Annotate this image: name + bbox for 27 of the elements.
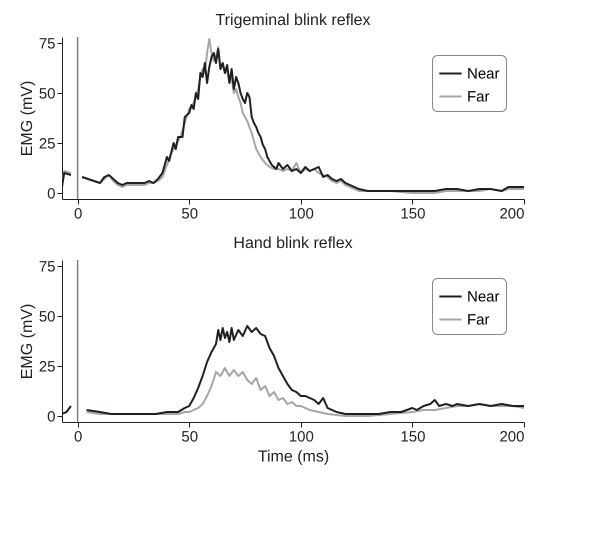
x-axis-title: Time (ms) xyxy=(258,448,330,466)
y-axis-title: EMG (mV) xyxy=(18,304,36,380)
y-axis-title: EMG (mV) xyxy=(18,80,36,156)
y-tick-label: 0 xyxy=(47,408,56,426)
legend-label: Far xyxy=(467,312,490,328)
y-tick-label: 0 xyxy=(47,186,56,202)
legend-label: Far xyxy=(467,88,490,106)
x-tick-label: 0 xyxy=(74,428,82,446)
y-tick-label: 50 xyxy=(38,308,56,326)
y-tick-label: 75 xyxy=(38,258,56,276)
x-tick-label: 150 xyxy=(400,428,426,446)
y-tick-label: 50 xyxy=(38,86,56,102)
x-tick-label: 100 xyxy=(288,428,314,446)
y-tick-label: 25 xyxy=(38,358,56,376)
x-tick-label: 50 xyxy=(181,428,198,446)
x-tick-label: 150 xyxy=(400,206,426,222)
x-tick-label: 0 xyxy=(74,206,82,222)
x-tick-label: 100 xyxy=(288,206,314,222)
chart-title: Trigeminal blink reflex xyxy=(215,12,371,29)
y-tick-label: 75 xyxy=(38,36,56,52)
x-tick-label: 50 xyxy=(181,206,198,222)
x-tick-label: 200 xyxy=(499,206,524,222)
legend-label: Near xyxy=(467,288,500,306)
legend-label: Near xyxy=(467,66,500,82)
chart-title: Hand blink reflex xyxy=(233,235,353,252)
y-tick-label: 25 xyxy=(38,136,56,152)
x-tick-label: 200 xyxy=(499,428,524,446)
